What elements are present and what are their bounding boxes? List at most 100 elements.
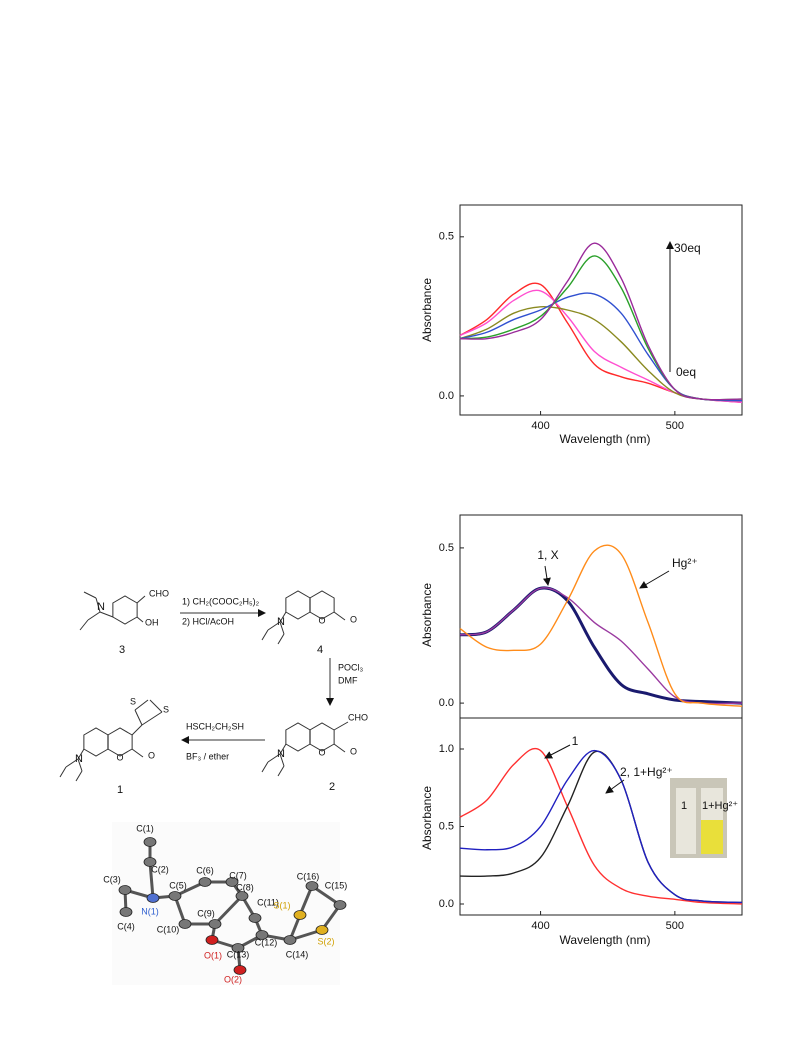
ring [309, 590, 335, 620]
scheme-text: O [318, 747, 325, 757]
reaction-scheme [59, 590, 349, 782]
bond [87, 611, 101, 621]
scheme-text: OH [145, 617, 159, 627]
atom [198, 877, 212, 887]
annotation: 30eq [674, 241, 701, 255]
ring [112, 595, 138, 625]
atom [231, 943, 245, 953]
annotation: 0eq [676, 365, 696, 379]
scheme-text: HSCH₂CH₂SH [186, 721, 244, 731]
atom [293, 910, 307, 920]
bond [333, 743, 346, 753]
scheme-text: N [277, 748, 285, 760]
atom-label: S(2) [317, 936, 334, 946]
bond [261, 629, 269, 641]
atom [118, 885, 132, 895]
spectrum-line [459, 747, 743, 905]
atom-label: N(1) [141, 906, 159, 916]
annotation: 1 [572, 734, 579, 748]
atom [283, 935, 297, 945]
bond [131, 724, 143, 736]
bond [134, 699, 149, 711]
bond [149, 699, 163, 713]
annotation-arrow [639, 570, 670, 589]
annotation: 2, 1+Hg²⁺ [620, 765, 673, 779]
scheme-text: DMF [338, 675, 358, 685]
scheme-text: O [350, 614, 357, 624]
x-tick-label: 500 [666, 920, 684, 932]
bond [141, 711, 163, 726]
atom [315, 925, 329, 935]
scheme-text: N [97, 601, 105, 613]
atom-label: S(1) [273, 900, 290, 910]
scheme-text: 1) CH₂(COOC₂H₅)₂ [182, 596, 260, 606]
y-tick-label: 0.0 [439, 697, 454, 709]
atom-label: C(5) [169, 880, 187, 890]
atom [255, 930, 269, 940]
spectrum-line [459, 242, 743, 401]
annotation: 1, X [537, 548, 558, 562]
bond [134, 709, 143, 726]
atom [178, 919, 192, 929]
scheme-text: 2 [329, 781, 335, 793]
spectrum-line [459, 544, 743, 707]
atom-label: C(4) [117, 921, 135, 931]
y-tick-label: 1.0 [439, 743, 454, 755]
annotation: Hg²⁺ [672, 556, 698, 570]
crystal-bond [148, 861, 155, 899]
y-axis-label: Absorbance [420, 278, 434, 342]
atom [146, 893, 160, 903]
bond [136, 616, 144, 623]
bond [77, 748, 85, 760]
bond [261, 761, 269, 773]
atom-label: C(15) [325, 880, 348, 890]
atom [208, 919, 222, 929]
bond [99, 611, 114, 618]
inset-label: 1 [681, 800, 687, 812]
vial-1 [676, 788, 696, 854]
atom-label: O(1) [204, 950, 222, 960]
spectrum-line [459, 749, 743, 904]
atom [205, 935, 219, 945]
scheme-text: O [318, 615, 325, 625]
vial-2-solution [701, 820, 723, 854]
atom-label: C(8) [236, 882, 254, 892]
y-tick-label: 0.5 [439, 231, 454, 243]
bond [267, 753, 281, 763]
bond [65, 758, 79, 768]
atom-label: C(13) [227, 949, 250, 959]
x-axis-label: Wavelength (nm) [560, 432, 651, 446]
bond [95, 597, 101, 613]
atom-label: C(1) [136, 823, 154, 833]
bond [131, 748, 144, 758]
scheme-text: N [75, 753, 83, 765]
plot-frame [459, 514, 743, 719]
scheme-text: BF₃ / ether [186, 751, 229, 761]
scheme-text: O [350, 746, 357, 756]
ring [83, 727, 109, 757]
atom-label: C(14) [286, 949, 309, 959]
ring [285, 590, 311, 620]
inset-label: 1+Hg²⁺ [702, 800, 738, 812]
atom-label: C(9) [197, 908, 215, 918]
atom-label: C(12) [255, 937, 278, 947]
scheme-text: 1 [117, 784, 123, 796]
y-tick-label: 0.0 [439, 898, 454, 910]
atom-label: O(2) [224, 974, 242, 984]
scheme-text: 2) HCl/AcOH [182, 616, 234, 626]
x-tick-label: 500 [666, 420, 684, 432]
scheme-text: O [116, 752, 123, 762]
atom [143, 837, 157, 847]
scheme-text: 3 [119, 644, 125, 656]
atom-label: C(10) [157, 924, 180, 934]
bond [136, 595, 146, 604]
x-tick-label: 400 [531, 420, 549, 432]
ring [285, 722, 311, 752]
atom [143, 857, 157, 867]
atom [168, 891, 182, 901]
annotation-arrow [544, 744, 571, 759]
scheme-text: S [163, 704, 169, 714]
atom [333, 900, 347, 910]
bond [79, 619, 89, 631]
